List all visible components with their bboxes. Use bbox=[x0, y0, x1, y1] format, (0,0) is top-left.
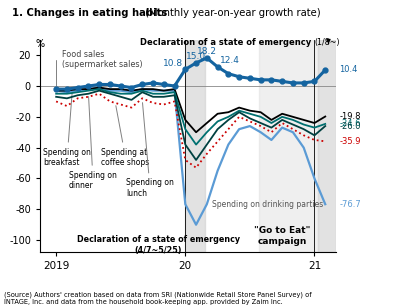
Text: (Source) Authors' creation based on data from SRI (Nationwide Retail Store Panel: (Source) Authors' creation based on data… bbox=[4, 292, 312, 305]
Text: 10.4: 10.4 bbox=[339, 65, 358, 74]
Bar bbox=[318, 40, 336, 252]
Text: Spending on drinking parties: Spending on drinking parties bbox=[212, 200, 324, 209]
Text: Food sales
(supermarket sales): Food sales (supermarket sales) bbox=[56, 50, 142, 86]
Text: 15.0: 15.0 bbox=[186, 52, 206, 62]
Text: Spending on
dinner: Spending on dinner bbox=[69, 96, 117, 190]
Text: Spending at
coffee shops: Spending at coffee shops bbox=[101, 106, 150, 167]
Text: (Monthly year-on-year growth rate): (Monthly year-on-year growth rate) bbox=[142, 8, 321, 18]
Text: -76.7: -76.7 bbox=[339, 200, 361, 209]
Bar bbox=[258, 40, 318, 252]
Text: Declaration of a state of emergency: Declaration of a state of emergency bbox=[140, 38, 311, 47]
Text: -26.0: -26.0 bbox=[339, 121, 361, 131]
Text: "Go to Eat"
campaign: "Go to Eat" campaign bbox=[254, 226, 310, 246]
Text: Declaration of a state of emergency
(4/7~5/25): Declaration of a state of emergency (4/7… bbox=[77, 236, 240, 255]
Text: 1. Changes in eating habits: 1. Changes in eating habits bbox=[12, 8, 167, 18]
Bar bbox=[185, 40, 205, 252]
Text: -35.9: -35.9 bbox=[339, 137, 361, 146]
Text: 10.8: 10.8 bbox=[163, 59, 183, 68]
Text: %: % bbox=[36, 39, 44, 49]
Text: -19.8: -19.8 bbox=[339, 112, 361, 121]
Text: -24.6: -24.6 bbox=[339, 119, 361, 129]
Text: (1/8~): (1/8~) bbox=[314, 38, 340, 47]
Text: 12.4: 12.4 bbox=[220, 56, 240, 65]
Text: Spending on
breakfast: Spending on breakfast bbox=[43, 93, 91, 167]
Text: 18.2: 18.2 bbox=[197, 47, 217, 56]
Text: Spending on
lunch: Spending on lunch bbox=[126, 103, 174, 198]
